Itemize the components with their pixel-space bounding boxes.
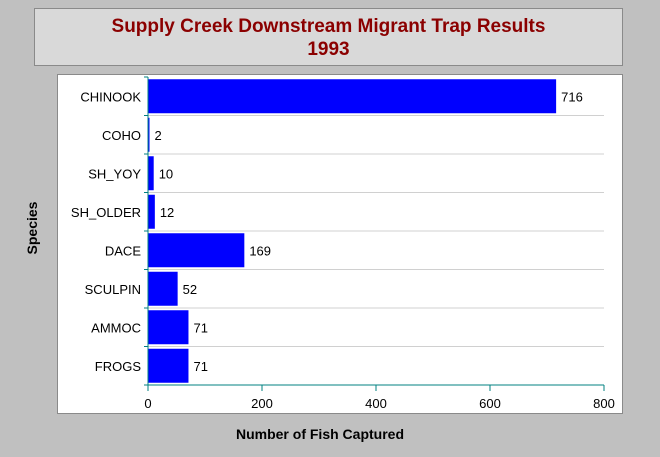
category-label: SH_OLDER [71,205,141,220]
data-label: 716 [561,89,583,104]
category-label: SCULPIN [85,282,141,297]
bar-ammoc [148,310,189,345]
x-tick-label: 800 [593,396,615,411]
category-label: SH_YOY [88,166,141,181]
chart-title-line-1: Supply Creek Downstream Migrant Trap Res… [111,16,546,37]
category-label: DACE [105,243,141,258]
grid-layer [148,115,604,347]
chart-title-box: Supply Creek Downstream Migrant Trap Res… [34,8,623,66]
category-label: FROGS [95,359,142,374]
labels-layer: CHINOOK 716 COHO 2 SH_YOY 10 SH_OLDER 12 DACE 169… [71,89,615,411]
category-label: AMMOC [91,320,141,335]
data-label: 169 [249,243,271,258]
bar-coho [148,117,150,152]
bar-dace [148,233,245,268]
chart-title-line-2: 1993 [307,39,350,60]
category-label: COHO [102,128,141,143]
y-axis-title: Species [24,201,40,254]
data-label: 12 [160,205,174,220]
x-tick-label: 400 [365,396,387,411]
bar-chinook [148,79,557,114]
axis-layer [144,76,605,391]
bar-frogs [148,348,189,383]
bar-sculpin [148,271,178,306]
x-axis-title: Number of Fish Captured [236,426,404,442]
x-tick-label: 200 [251,396,273,411]
data-label: 71 [193,320,207,335]
bars-layer [148,79,557,383]
bar-sh_older [148,194,155,229]
data-label: 52 [183,282,197,297]
data-label: 2 [155,128,162,143]
data-label: 71 [193,359,207,374]
data-label: 10 [159,166,173,181]
bar-sh_yoy [148,156,154,191]
x-tick-label: 0 [144,396,151,411]
category-label: CHINOOK [80,89,141,104]
x-tick-label: 600 [479,396,501,411]
